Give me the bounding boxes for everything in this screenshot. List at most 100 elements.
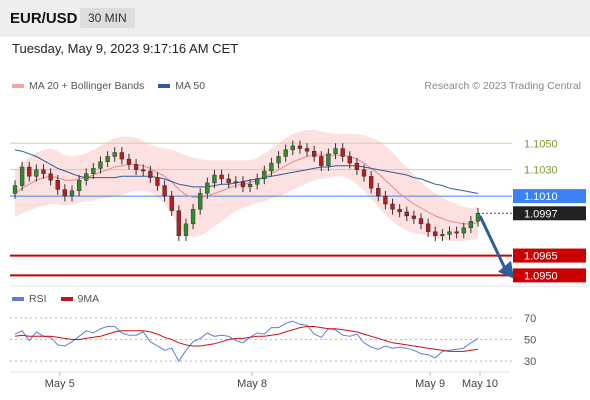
candle-body — [404, 211, 409, 217]
forecast-arrow — [478, 215, 509, 274]
candle-body — [440, 234, 445, 236]
candle-body — [155, 177, 160, 186]
candle-body — [219, 174, 224, 180]
candle-body — [62, 189, 68, 197]
candle-body — [418, 218, 424, 225]
legend-label-bollinger: MA 20 + Bollinger Bands — [29, 80, 145, 92]
bollinger-band — [15, 130, 478, 241]
candle-body — [411, 215, 417, 219]
level-tag-4 — [513, 248, 586, 263]
timestamp: Tuesday, May 9, 2023 9:17:16 AM CET — [12, 41, 239, 56]
candle-body — [454, 231, 459, 234]
research-credit: Research © 2023 Trading Central — [424, 80, 581, 92]
rsi-9ma-line — [14, 326, 479, 352]
candle-body — [141, 169, 146, 172]
candle-body — [425, 223, 431, 232]
legend-label-rsi: RSI — [29, 293, 47, 305]
candle-body — [119, 152, 125, 160]
level-tag-text-5: 1.0950 — [524, 270, 558, 282]
candle-body — [240, 181, 246, 188]
candle-body — [233, 181, 238, 184]
level-label-0: 1.1050 — [524, 138, 558, 150]
x-tick-label-0: May 5 — [45, 378, 75, 390]
candle-body — [148, 170, 153, 178]
legend-swatch-bollinger — [12, 84, 24, 88]
candle-body — [133, 164, 139, 170]
candle-body — [319, 156, 324, 166]
candle-body — [326, 153, 331, 166]
legend-swatch-ma50 — [158, 84, 171, 88]
candle-body — [12, 185, 18, 194]
candle-body — [433, 231, 438, 236]
instrument-title: EUR/USD — [10, 10, 78, 27]
candle-body — [297, 145, 303, 149]
candle-body — [98, 161, 103, 169]
candle-body — [312, 150, 317, 157]
candle-body — [91, 168, 96, 174]
candle-body — [183, 223, 189, 236]
candle-body — [269, 162, 274, 172]
level-tag-text-4: 1.0965 — [524, 251, 558, 263]
candle-body — [468, 221, 474, 229]
legend-swatch-9ma — [60, 297, 73, 301]
candle-body — [212, 174, 217, 184]
candle-body — [255, 178, 260, 185]
legend-item-ma50: MA 50 — [158, 80, 205, 92]
candle-body — [276, 156, 281, 164]
candle-body — [333, 148, 338, 155]
legend-label-ma50: MA 50 — [175, 80, 206, 92]
candle-body — [397, 209, 402, 213]
ma20-line — [14, 154, 479, 225]
rsi-level-label-2: 30 — [524, 356, 536, 368]
candle-body — [126, 158, 132, 165]
candle-body — [354, 162, 360, 170]
candle-body — [376, 187, 381, 197]
forecast-arrow-head — [498, 260, 514, 279]
rsi-line — [14, 320, 479, 363]
rsi-level-label-1: 50 — [524, 335, 536, 347]
candle-body — [347, 156, 352, 164]
legend-label-9ma: 9MA — [77, 293, 100, 305]
candle-body — [76, 180, 82, 192]
candle-body — [340, 148, 345, 157]
candle-body — [290, 145, 295, 151]
legend-item-bollinger: MA 20 + Bollinger Bands — [12, 80, 144, 92]
candle-body — [304, 148, 310, 152]
candle-body — [176, 210, 181, 236]
level-label-1: 1.1030 — [524, 165, 558, 177]
legend-swatch-rsi — [12, 297, 24, 301]
candle-body — [162, 185, 167, 197]
legend-item-rsi: RSI — [12, 293, 47, 305]
candle-body — [169, 195, 174, 211]
ma50-line — [14, 149, 479, 194]
level-tag-2 — [513, 189, 586, 204]
candle-body — [205, 182, 210, 194]
level-tag-3 — [513, 206, 586, 221]
candle-body — [84, 173, 89, 181]
candle-body — [34, 169, 39, 177]
timeframe-badge[interactable]: 30 MIN — [80, 8, 135, 28]
candle-body — [19, 166, 25, 186]
candle-body — [69, 190, 75, 197]
candle-body — [283, 149, 288, 157]
price-legend: MA 20 + Bollinger Bands MA 50 — [12, 80, 219, 92]
candle-body — [55, 180, 60, 190]
legend-item-9ma: 9MA — [60, 293, 100, 305]
x-tick-label-2: May 9 — [415, 378, 445, 390]
candle-body — [105, 156, 110, 162]
candle-body — [383, 195, 388, 205]
rsi-legend: RSI 9MA — [12, 293, 113, 305]
candle-body — [48, 173, 53, 181]
candle-body — [112, 152, 117, 157]
level-tag-text-3: 1.0997 — [524, 208, 558, 220]
candle-body — [27, 166, 32, 177]
candle-body — [262, 170, 267, 180]
candle-body — [198, 193, 203, 210]
candle-body — [41, 169, 46, 174]
level-tag-5 — [513, 268, 586, 283]
candle-body — [361, 169, 367, 177]
level-tag-text-2: 1.1010 — [524, 191, 558, 203]
candle-body — [226, 178, 231, 184]
candle-body — [368, 176, 374, 189]
candle-body — [461, 227, 466, 234]
